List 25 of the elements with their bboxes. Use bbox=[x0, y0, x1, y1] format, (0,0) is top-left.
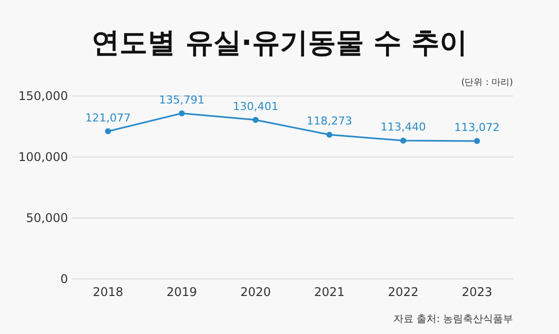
data-label: 113,072 bbox=[454, 121, 500, 134]
y-tick-label: 50,000 bbox=[26, 211, 68, 226]
x-tick-label: 2019 bbox=[166, 285, 198, 299]
point bbox=[326, 132, 332, 138]
chart-title: 연도별 유실·유기동물 수 추이 bbox=[92, 26, 468, 59]
point bbox=[474, 138, 480, 144]
y-tick-label: 150,000 bbox=[18, 89, 68, 104]
y-tick-label: 0 bbox=[60, 272, 68, 286]
data-label: 135,791 bbox=[159, 93, 205, 106]
y-tick-label: 100,000 bbox=[18, 150, 68, 164]
text: 자료 출처: 농림축산식품부 bbox=[393, 314, 513, 325]
x-tick-label: 2022 bbox=[388, 285, 418, 299]
text: (단위 : 마리) bbox=[461, 78, 513, 88]
data-label: 113,440 bbox=[380, 120, 426, 134]
x-tick-label: 2018 bbox=[92, 285, 124, 299]
x-tick-label: 2020 bbox=[240, 285, 271, 299]
data-label: 121,077 bbox=[85, 111, 131, 124]
point bbox=[400, 138, 406, 144]
x-tick-label: 2023 bbox=[462, 285, 492, 299]
point bbox=[105, 128, 111, 134]
point bbox=[252, 116, 259, 123]
data-label: 118,273 bbox=[306, 114, 352, 128]
data-label: 130,401 bbox=[232, 100, 278, 113]
x-tick-label: 2021 bbox=[314, 285, 345, 299]
point bbox=[178, 110, 185, 116]
